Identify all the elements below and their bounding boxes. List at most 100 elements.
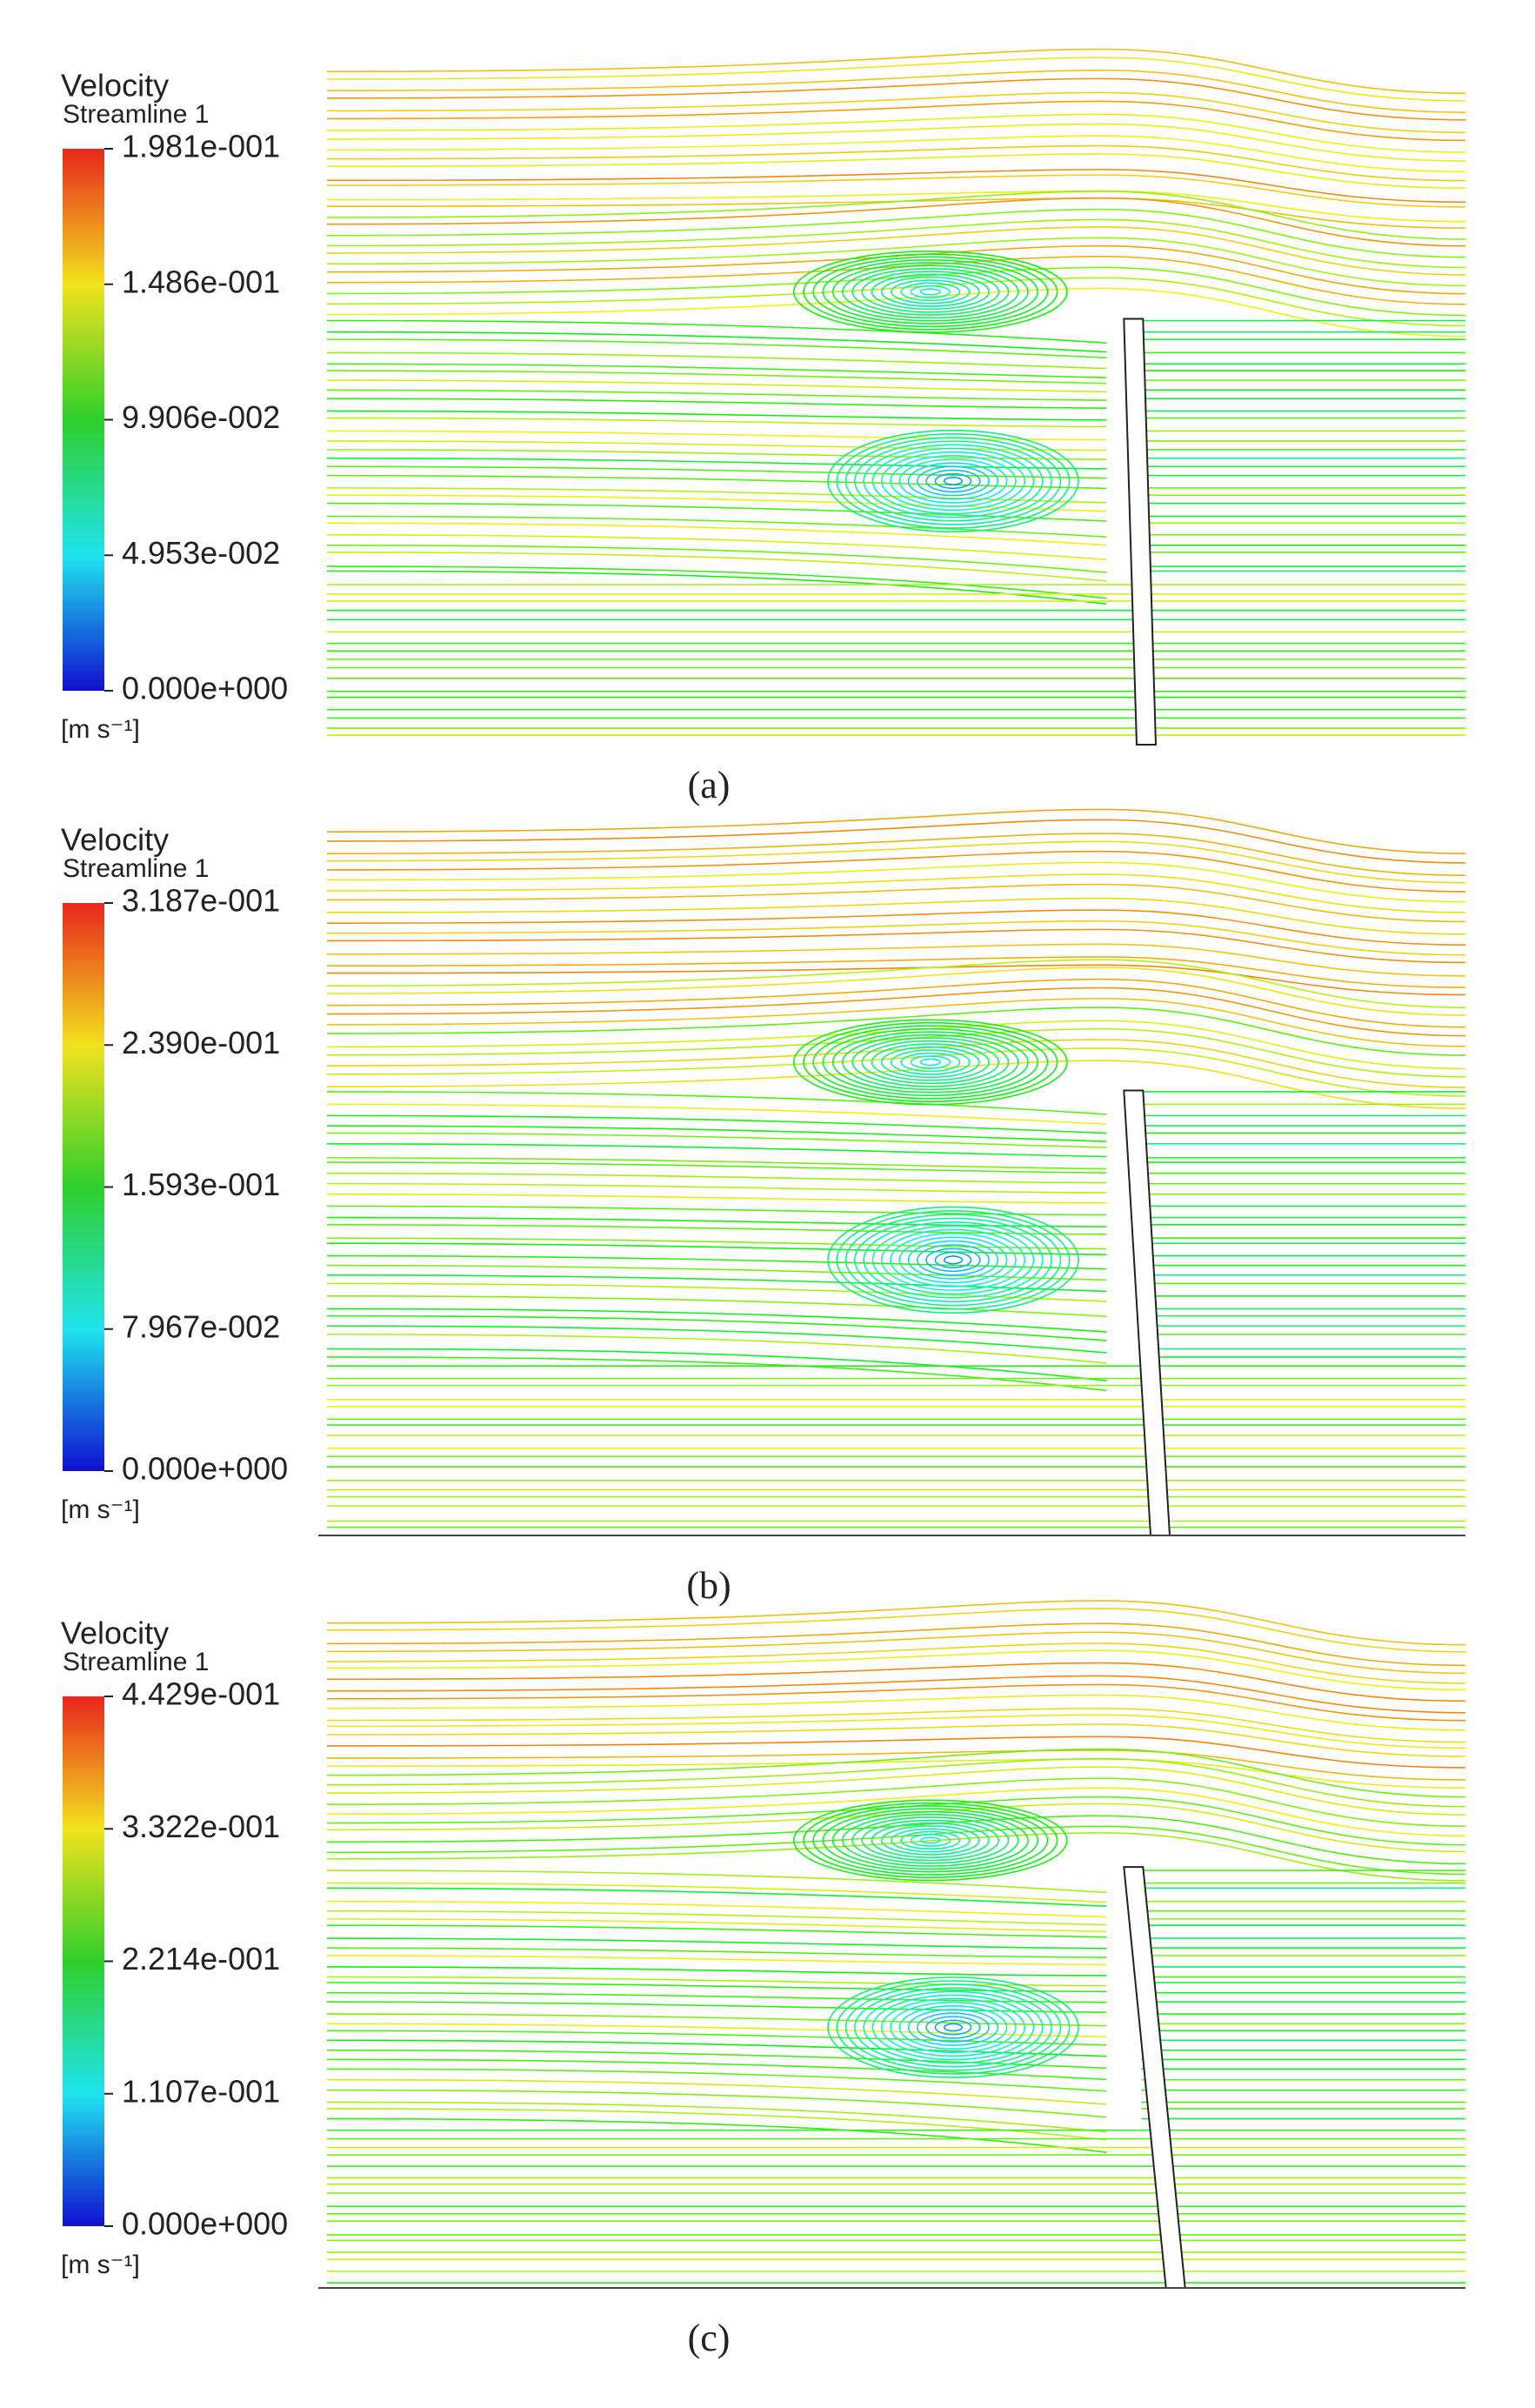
vortex-streamline [871, 1994, 1035, 2061]
streamline [326, 987, 1466, 1037]
streamline [326, 135, 1466, 173]
streamline [326, 1748, 1466, 1798]
streamline [326, 833, 1466, 876]
unit-label: [m s⁻¹] [61, 1495, 140, 1524]
vortex-streamline [844, 1983, 1062, 2071]
streamline [326, 1955, 1107, 1966]
legend-title: Velocity [61, 68, 169, 104]
colorbar-label: 1.486e-001 [122, 264, 280, 299]
vortex-streamline [898, 1236, 1008, 1284]
streamline [326, 457, 1107, 470]
vortex-streamline [891, 1828, 971, 1853]
streamline [326, 522, 1107, 546]
streamline [326, 113, 1466, 153]
colorbar-label: 9.906e-002 [122, 399, 280, 435]
streamline [326, 909, 1466, 946]
streamline [326, 1020, 1466, 1070]
vortex-streamline [910, 284, 951, 298]
vortex-streamline [854, 1987, 1052, 2068]
vortex-streamline [854, 1217, 1052, 1302]
streamline [326, 1910, 1107, 1926]
vortex-streamline [812, 1805, 1049, 1876]
streamline [326, 169, 1466, 204]
streamline [326, 1832, 1466, 1882]
vortex-streamline [831, 1810, 1029, 1870]
streamline [326, 218, 1466, 269]
vortex-streamline [844, 437, 1062, 525]
streamline [326, 967, 1466, 1016]
colorbar-label: 1.107e-001 [122, 2073, 280, 2109]
streamline [326, 430, 1107, 441]
streamline [326, 1736, 1466, 1769]
streamline [326, 1937, 1107, 1950]
streamline [326, 153, 1466, 189]
streamline [326, 2058, 1107, 2081]
vortex-streamline [827, 1977, 1079, 2078]
vortex-streamline [919, 1058, 941, 1067]
streamline [326, 379, 1107, 393]
colorbar-label: 0.000e+000 [122, 2206, 288, 2242]
vortex-streamline [822, 1027, 1038, 1097]
streamline [326, 1918, 1107, 1933]
streamline [326, 1924, 1107, 1938]
streamline [326, 77, 1466, 121]
vortex-streamline [917, 2012, 990, 2043]
vortex-streamline [934, 1251, 972, 1268]
vortex-streamline [827, 1206, 1079, 1314]
wall [1123, 1866, 1186, 2289]
streamline [326, 100, 1466, 142]
streamline [326, 956, 1466, 988]
streamline [326, 2001, 1107, 2013]
streamline [326, 840, 1466, 884]
legend-title: Velocity [61, 1615, 169, 1651]
streamline [326, 319, 1107, 344]
streamline [326, 928, 1466, 964]
streamline [326, 1091, 1107, 1115]
streamline [326, 1254, 1107, 1270]
streamline [326, 850, 1466, 893]
streamline [326, 1039, 1466, 1088]
streamline [326, 1132, 1107, 1148]
vortex-streamline [900, 1052, 961, 1073]
vortex-streamline [890, 455, 1017, 507]
colorbar-label: 1.981e-001 [122, 129, 280, 164]
streamline [326, 277, 1466, 327]
vortex-streamline [861, 1040, 1000, 1085]
streamline [326, 1900, 1107, 1918]
streamline [326, 398, 1107, 409]
vortex-streamline [841, 1033, 1019, 1091]
colorbar-label: 3.322e-001 [122, 1809, 280, 1844]
streamline [326, 1882, 1107, 1903]
vortex-streamline [880, 1825, 980, 1856]
vortex-streamline [871, 1225, 1035, 1295]
streamline [326, 1205, 1107, 1216]
streamline [326, 389, 1107, 401]
streamline [326, 897, 1466, 935]
streamline [326, 1237, 1107, 1250]
vortex-streamline [827, 429, 1079, 533]
streamline [326, 920, 1466, 956]
streamline [326, 808, 1466, 854]
vortex-streamline [841, 1814, 1019, 1867]
streamline [326, 331, 1107, 353]
vortex-streamline [891, 279, 971, 304]
streamline [326, 2101, 1107, 2133]
streamline [326, 1683, 1466, 1722]
vortex-streamline [917, 465, 990, 497]
vortex-streamline [917, 1244, 990, 1276]
vortex-streamline [812, 1025, 1049, 1100]
caption: (a) [688, 764, 731, 806]
streamline [326, 1976, 1107, 1987]
streamline [326, 57, 1466, 102]
vortex-streamline [792, 1799, 1068, 1882]
streamline [326, 1662, 1466, 1702]
legend-title: Velocity [61, 822, 169, 858]
streamline [326, 1027, 1466, 1078]
streamline [326, 1796, 1466, 1846]
streamline [326, 1622, 1466, 1667]
vortex-streamline [863, 1221, 1044, 1299]
streamlines [326, 1600, 1466, 2284]
streamline [326, 417, 1107, 428]
streamline [326, 2013, 1107, 2027]
